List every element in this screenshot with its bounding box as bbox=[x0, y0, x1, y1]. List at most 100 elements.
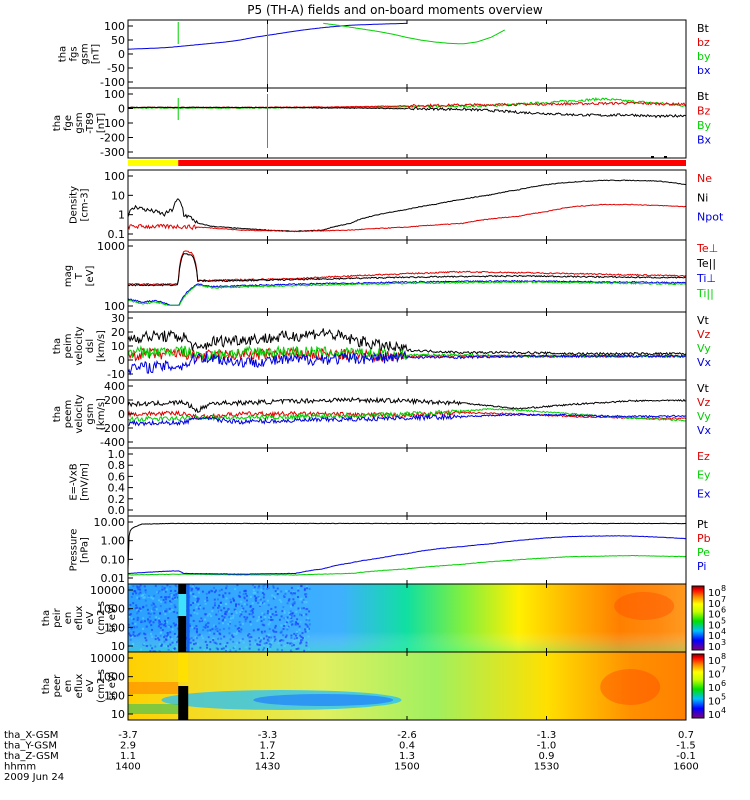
spectrogram-pixel bbox=[239, 610, 242, 613]
spectrogram-pixel bbox=[289, 649, 292, 652]
spectrogram-pixel bbox=[205, 613, 208, 616]
spectrogram-pixel bbox=[302, 613, 305, 616]
spectrogram-pixel bbox=[149, 650, 152, 653]
spectrogram-pixel bbox=[226, 648, 229, 651]
legend-Ti⊥: Ti⊥ bbox=[696, 272, 716, 285]
spectrogram-pixel bbox=[270, 607, 273, 610]
spectrogram-pixel bbox=[270, 643, 273, 646]
spectrogram-pixel bbox=[174, 584, 177, 587]
spectrogram-pixel bbox=[240, 628, 243, 631]
spectrogram-pixel bbox=[158, 620, 161, 623]
spectrogram-pixel bbox=[289, 613, 292, 616]
x-axis-value: 1.7 bbox=[260, 741, 276, 752]
series-temperature-Ti⊥ bbox=[127, 279, 687, 306]
spectrogram-block bbox=[178, 594, 187, 616]
spectrogram-pixel bbox=[274, 626, 277, 629]
spectrogram-pixel bbox=[195, 625, 198, 628]
spectrogram-pixel bbox=[197, 634, 200, 637]
spectrogram-pixel bbox=[233, 608, 236, 611]
spectrogram-pixel bbox=[296, 632, 299, 635]
y-axis-label: sr eV) bbox=[107, 671, 118, 700]
spectrogram-pixel bbox=[286, 628, 289, 631]
y-tick-label: 10000 bbox=[90, 584, 125, 597]
spectrogram-pixel bbox=[273, 614, 276, 617]
spectrogram-pixel bbox=[244, 610, 247, 613]
spectrogram-pixel bbox=[299, 598, 302, 601]
panel-frame-fgs bbox=[127, 19, 687, 89]
spectrogram-pixel bbox=[278, 599, 281, 601]
spectrogram-pixel bbox=[132, 643, 135, 646]
legend-Ez: Ez bbox=[697, 450, 710, 463]
y-axis-label: [eV] bbox=[85, 266, 96, 287]
spectrogram-pixel bbox=[163, 636, 166, 639]
spectrogram-pixel bbox=[262, 587, 265, 590]
spectrogram-pixel bbox=[215, 647, 218, 650]
spectrogram-pixel bbox=[135, 604, 138, 607]
spectrogram-pixel bbox=[174, 641, 177, 644]
colorbar-exponent: 7 bbox=[721, 666, 726, 675]
spectrogram-pixel bbox=[271, 613, 274, 616]
spectrogram-pixel bbox=[301, 638, 304, 641]
spectrogram-pixel bbox=[300, 641, 303, 644]
spectrogram-pixel bbox=[263, 613, 266, 616]
y-axis-label: -T89 bbox=[85, 112, 96, 134]
spectrogram-pixel bbox=[132, 618, 135, 621]
spectrogram-pixel bbox=[172, 649, 174, 652]
spectrogram-pixel bbox=[303, 649, 306, 652]
spectrogram-pixel bbox=[254, 639, 257, 642]
spectrogram-pixel bbox=[147, 618, 149, 621]
spectrogram-pixel bbox=[257, 648, 260, 651]
spectrogram-pixel bbox=[152, 608, 155, 611]
spectrogram-pixel bbox=[268, 636, 271, 639]
spectrogram-pixel bbox=[196, 631, 198, 634]
spectrogram-pixel bbox=[203, 649, 206, 652]
spectrogram-pixel bbox=[174, 596, 176, 599]
spectrogram-pixel bbox=[136, 617, 139, 620]
spectrogram-pixel bbox=[173, 632, 176, 635]
spectrogram-pixel bbox=[235, 642, 238, 645]
y-axis-label: tha bbox=[58, 46, 69, 62]
colorbar-tick: 10 bbox=[708, 670, 721, 681]
spectrogram-pixel bbox=[206, 644, 209, 647]
spectrogram-pixel bbox=[163, 623, 166, 626]
spectrogram-pixel bbox=[131, 617, 134, 620]
spectrogram-pixel bbox=[202, 625, 205, 628]
colorbar-tick: 10 bbox=[708, 599, 721, 610]
spectrogram-pixel bbox=[242, 641, 245, 644]
spectrogram-pixel bbox=[211, 610, 214, 613]
spectrogram-pixel bbox=[210, 615, 213, 618]
spectrogram-pixel bbox=[282, 634, 285, 637]
y-axis-label: peim bbox=[63, 333, 74, 358]
spectrogram-pixel bbox=[289, 642, 292, 645]
spectrogram-pixel bbox=[249, 595, 252, 598]
spectrogram-pixel bbox=[235, 603, 237, 606]
spectrogram-pixel bbox=[282, 606, 285, 609]
x-axis-value: -1.0 bbox=[537, 741, 557, 752]
spectrogram-pixel bbox=[226, 641, 229, 644]
spectrogram-pixel bbox=[244, 589, 247, 592]
spectrogram-pixel bbox=[235, 605, 237, 608]
spectrogram-pixel bbox=[163, 640, 166, 643]
y-axis-label: dsl bbox=[85, 339, 96, 353]
spectrogram-pixel bbox=[175, 623, 178, 626]
colorbar-exponent: 6 bbox=[721, 606, 726, 615]
spectrogram-pixel bbox=[136, 626, 138, 629]
spectrogram-pixel bbox=[214, 628, 217, 631]
spectrogram-pixel bbox=[140, 648, 143, 651]
spectrogram-pixel bbox=[232, 614, 235, 617]
spectrogram-peer_spectrogram bbox=[128, 652, 686, 720]
x-axis-value: -0.1 bbox=[676, 751, 696, 762]
spectrogram-pixel bbox=[192, 602, 195, 604]
spectrogram-pixel bbox=[154, 608, 156, 611]
colorbar-tick: 10 bbox=[708, 697, 721, 708]
y-axis-label: fgs bbox=[69, 46, 80, 61]
spectrogram-pixel bbox=[308, 623, 311, 626]
spectrogram-pixel bbox=[266, 587, 268, 590]
spectrogram-pixel bbox=[188, 623, 191, 626]
spectrogram-pixel bbox=[224, 612, 226, 615]
spectrogram-pixel bbox=[169, 636, 172, 639]
spectrogram-pixel bbox=[222, 594, 225, 597]
spectrogram-pixel bbox=[286, 602, 289, 605]
spectrogram-pixel bbox=[239, 615, 241, 618]
spectrogram-pixel bbox=[286, 621, 288, 624]
